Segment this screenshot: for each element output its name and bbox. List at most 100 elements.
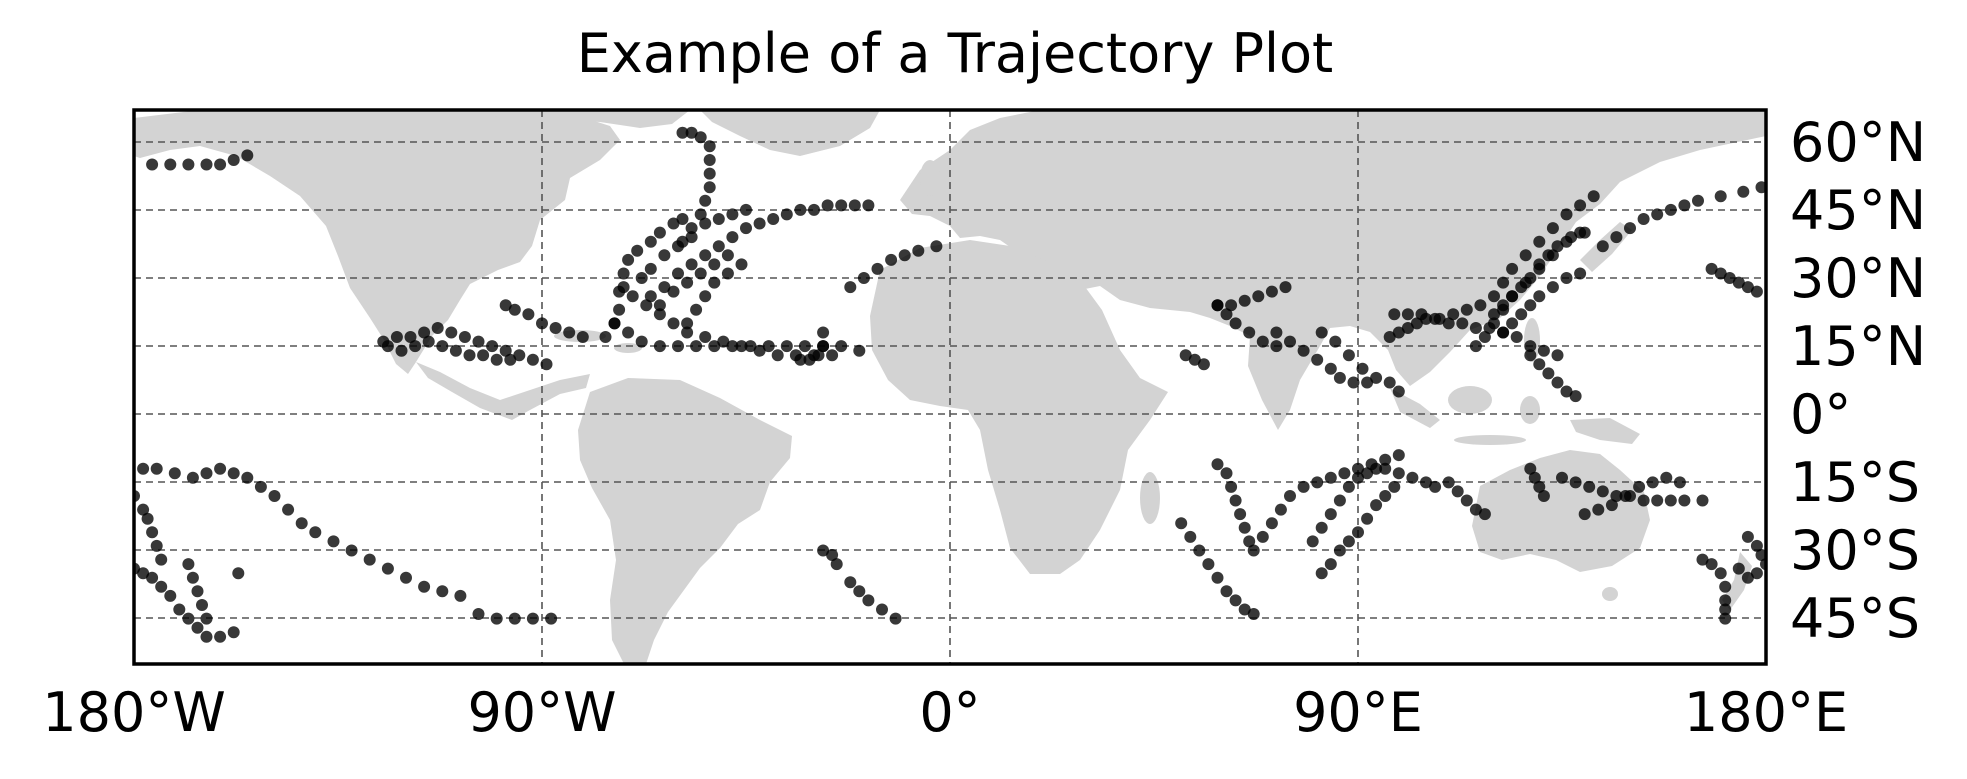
trajectory-point — [726, 231, 739, 244]
trajectory-track — [676, 126, 716, 248]
trajectory-point — [1637, 494, 1650, 507]
trajectory-track — [1315, 326, 1405, 398]
trajectory-point — [699, 194, 712, 207]
trajectory-point — [1719, 594, 1732, 607]
trajectory-point — [458, 331, 471, 343]
trajectory-point — [1370, 499, 1383, 512]
trajectory-track — [134, 562, 240, 643]
trajectory-point — [1537, 490, 1550, 502]
land-africa — [870, 240, 1168, 574]
gridlines — [134, 110, 1766, 664]
trajectory-point — [685, 258, 698, 271]
trajectory-point — [853, 585, 866, 598]
trajectory-point — [613, 303, 626, 316]
trajectory-point — [1506, 262, 1519, 275]
trajectory-point — [1569, 390, 1582, 403]
trajectory-point — [400, 571, 412, 584]
trajectory-point — [563, 326, 576, 339]
trajectory-track — [681, 258, 748, 330]
trajectory-point — [1270, 326, 1283, 339]
trajectory-point — [395, 344, 408, 357]
trajectory-point — [1442, 317, 1455, 330]
trajectory-point — [685, 222, 698, 235]
trajectory-point — [1324, 508, 1337, 521]
trajectory-point — [699, 331, 712, 343]
trajectory-point — [740, 203, 752, 216]
trajectory-points — [134, 126, 1766, 643]
trajectory-point — [1587, 190, 1600, 203]
lon-tick-label: 90°E — [1293, 681, 1423, 744]
trajectory-point — [726, 340, 739, 353]
trajectory-point — [1315, 567, 1328, 580]
trajectory-point — [798, 340, 811, 353]
trajectory-point — [1342, 349, 1355, 362]
trajectory-point — [817, 326, 830, 339]
trajectory-point — [690, 340, 703, 353]
trajectory-point — [1220, 467, 1233, 480]
trajectory-point — [1297, 480, 1310, 493]
trajectory-point — [1456, 317, 1469, 330]
land-new-guinea — [1570, 418, 1640, 444]
trajectory-point — [708, 258, 721, 271]
trajectory-point — [1265, 285, 1278, 298]
trajectory-point — [1297, 344, 1310, 357]
lat-tick-label: 30°S — [1790, 519, 1920, 582]
trajectory-point — [1560, 272, 1573, 284]
trajectory-point — [1234, 508, 1247, 521]
lon-tick-label: 90°W — [467, 681, 616, 744]
trajectory-point — [1719, 612, 1732, 625]
trajectory-point — [1605, 499, 1618, 512]
trajectory-track — [1211, 281, 1292, 312]
trajectory-point — [1542, 367, 1555, 380]
trajectory-track — [1175, 517, 1260, 620]
trajectory-point — [1515, 308, 1528, 321]
trajectory-point — [1370, 462, 1383, 475]
trajectory-point — [1379, 462, 1392, 475]
lat-tick-label: 45°S — [1790, 587, 1920, 650]
trajectory-point — [1651, 494, 1664, 507]
trajectory-point — [227, 467, 240, 480]
trajectory-point — [1333, 494, 1346, 507]
trajectory-point — [522, 308, 535, 321]
land-indonesia — [1390, 388, 1440, 428]
trajectory-point — [168, 467, 181, 480]
land-arctic-islands — [470, 110, 690, 128]
land-greenland — [700, 110, 880, 156]
trajectory-point — [631, 244, 644, 257]
trajectory-point — [1533, 258, 1546, 271]
trajectory-point — [930, 240, 943, 253]
trajectory-point — [844, 281, 857, 294]
trajectory-point — [137, 462, 150, 475]
trajectory-point — [1274, 503, 1287, 516]
lat-tick-labels: 60°N 45°N 30°N 15°N 0° 15°S 30°S 45°S — [1790, 111, 1926, 650]
trajectory-point — [1238, 521, 1251, 534]
trajectory-point — [708, 276, 721, 289]
trajectory-point — [1229, 317, 1242, 330]
trajectory-point — [1660, 471, 1673, 484]
trajectory-track — [1488, 226, 1591, 321]
trajectory-point — [885, 253, 898, 266]
trajectory-point — [1388, 308, 1401, 321]
trajectory-point — [214, 630, 227, 643]
trajectory-point — [835, 199, 848, 212]
trajectory-point — [345, 544, 358, 557]
trajectory-point — [1619, 490, 1632, 502]
trajectory-point — [1537, 344, 1550, 357]
trajectory-track — [1497, 267, 1587, 339]
trajectory-point — [694, 131, 707, 144]
trajectory-point — [667, 317, 680, 330]
trajectory-point — [1524, 462, 1537, 475]
trajectory-point — [1524, 272, 1537, 284]
trajectory-point — [227, 626, 240, 639]
trajectory-point — [549, 322, 562, 334]
trajectory-point — [1388, 480, 1401, 493]
trajectory-track — [1211, 458, 1256, 548]
trajectory-track — [137, 462, 558, 625]
trajectory-point — [409, 340, 422, 353]
trajectory-point — [1692, 194, 1704, 207]
trajectory-point — [404, 331, 417, 343]
trajectory-point — [436, 585, 449, 598]
trajectory-point — [912, 244, 925, 257]
trajectory-point — [1696, 553, 1709, 566]
